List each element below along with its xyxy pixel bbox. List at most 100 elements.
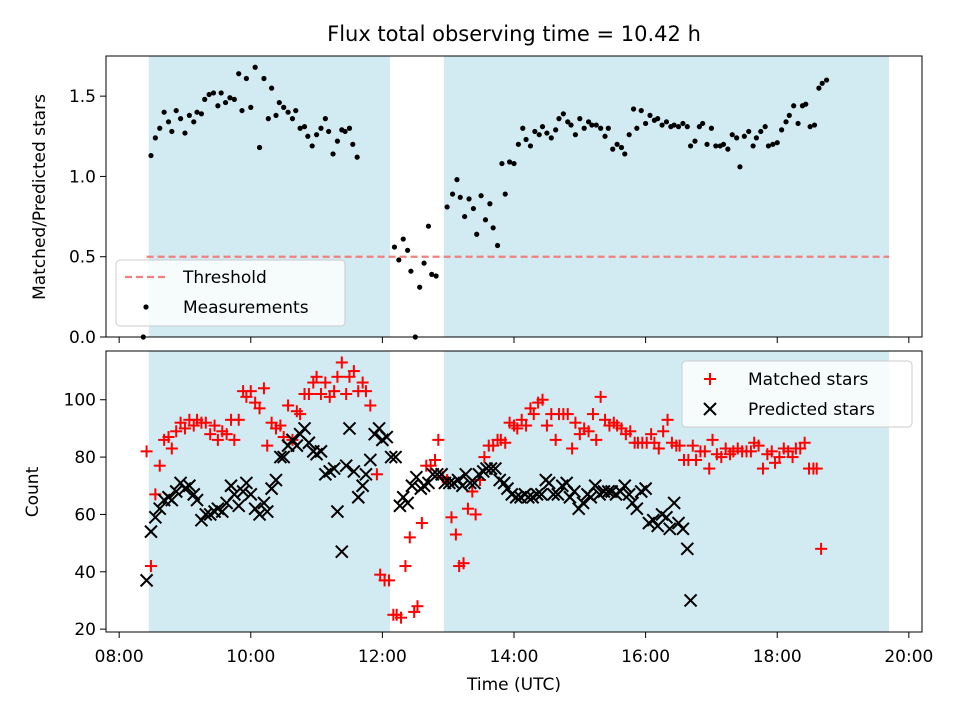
matched-star-point <box>457 557 470 570</box>
predicted-star-point <box>584 490 598 504</box>
predicted-marker-b <box>405 479 419 493</box>
predicted-star-point <box>663 522 677 536</box>
predicted-star-point <box>488 461 503 476</box>
matched-star-point <box>411 600 424 613</box>
matched-star-point <box>261 439 274 452</box>
top-axes-frame <box>105 55 923 338</box>
predicted-star-point <box>199 507 213 522</box>
measurement-point <box>261 75 267 82</box>
measurement-point <box>191 119 197 125</box>
matched-star-point <box>244 385 257 398</box>
measurement-point <box>198 111 205 117</box>
matched-star-point <box>310 370 323 383</box>
predicted-marker-b <box>459 467 473 482</box>
measurement-point <box>305 133 311 139</box>
top-y-tick-label: 0.5 <box>69 248 96 268</box>
measurement-point <box>770 141 776 147</box>
measurement-point <box>194 109 200 115</box>
measurement-point <box>560 111 566 117</box>
matched-star-point <box>499 436 512 449</box>
measurement-point <box>161 109 167 115</box>
measurement-point <box>741 133 747 139</box>
predicted-marker-b <box>302 436 316 450</box>
top-y-tick-label: 0.0 <box>69 328 96 348</box>
predicted-marker-b <box>434 467 449 482</box>
predicted-star-point <box>509 490 523 504</box>
predicted-marker-b <box>683 593 698 608</box>
measurement-point <box>630 106 637 112</box>
bottom-panel: 20 40 60 80 100 08:00 10:00 12:00 14:00 16:00 18:… <box>23 350 933 695</box>
x-tick-label: 08:00 <box>95 647 144 667</box>
predicted-star-point <box>567 484 582 499</box>
predicted-marker-b <box>351 490 365 504</box>
measurement-point <box>239 107 245 114</box>
measurement-point <box>429 271 435 277</box>
predicted-marker-b <box>236 484 250 499</box>
measurement-point <box>602 133 608 139</box>
measurement-point <box>417 284 423 290</box>
top-y-tick-label: 1.5 <box>69 87 96 107</box>
predicted-marker-b <box>622 487 636 502</box>
legend-measurements-swatch <box>143 304 149 310</box>
measurement-point <box>269 85 275 91</box>
measurement-point <box>659 122 665 128</box>
predicted-marker-b <box>542 476 556 490</box>
matched-star-point <box>178 422 191 435</box>
predicted-star-point <box>683 593 698 608</box>
predicted-star-point <box>290 438 304 453</box>
measurement-point <box>281 104 287 110</box>
measurement-point <box>539 124 546 130</box>
matched-star-point <box>815 542 828 555</box>
predicted-star-point <box>302 436 316 450</box>
top-legend-box <box>115 259 346 327</box>
bottom-y-tick-label: 20 <box>74 620 96 640</box>
matched-star-point <box>661 413 674 426</box>
measurement-point <box>655 116 661 122</box>
predicted-marker-b <box>655 507 669 522</box>
bottom-legend: Matched stars Predicted stars <box>681 360 913 428</box>
bottom-y-tick-label: 40 <box>74 563 96 583</box>
predicted-star-point <box>442 476 456 490</box>
measurement-point <box>626 132 632 138</box>
predicted-star-point <box>667 496 681 510</box>
predicted-marker-b <box>169 484 183 499</box>
measurement-point <box>313 132 320 138</box>
matched-star-point <box>756 462 769 475</box>
measurement-point <box>474 231 480 237</box>
predicted-marker-b <box>347 464 361 479</box>
measurement-point <box>222 99 229 106</box>
matched-star-point <box>253 402 266 415</box>
matched-star-point <box>208 419 221 432</box>
matched-star-point <box>549 433 562 446</box>
matched-star-point <box>314 388 327 401</box>
legend-measurements-label: Measurements <box>183 298 309 318</box>
predicted-star-point <box>659 510 674 525</box>
measurement-point <box>157 125 163 131</box>
predicted-star-point <box>276 450 291 464</box>
chart-title: Flux total observing time = 10.42 h <box>327 22 701 46</box>
predicted-star-point <box>153 501 167 516</box>
predicted-marker-b <box>505 487 519 502</box>
measurement-point <box>252 64 258 70</box>
bottom-y-tick-label: 60 <box>74 505 96 525</box>
matched-star-point <box>645 428 658 441</box>
predicted-marker-b <box>252 507 267 522</box>
predicted-marker-b <box>409 470 424 484</box>
predicted-star-point <box>165 493 179 507</box>
measurement-point <box>330 151 336 157</box>
legend-threshold-label: Threshold <box>182 268 267 288</box>
measurement-point <box>758 128 764 135</box>
measurement-point <box>581 125 587 131</box>
predicted-marker-b <box>215 504 229 519</box>
bottom-legend-box <box>681 360 913 428</box>
predicted-marker-b <box>165 493 179 507</box>
measurement-point <box>532 128 538 135</box>
matched-star-point <box>703 462 716 475</box>
predicted-marker-b <box>297 421 312 436</box>
predicted-star-point <box>630 501 644 516</box>
measurement-point <box>720 141 727 147</box>
predicted-marker-b <box>330 504 345 519</box>
matched-star-point <box>798 436 811 449</box>
predicted-marker-b <box>148 510 163 525</box>
measurement-point <box>433 273 439 279</box>
